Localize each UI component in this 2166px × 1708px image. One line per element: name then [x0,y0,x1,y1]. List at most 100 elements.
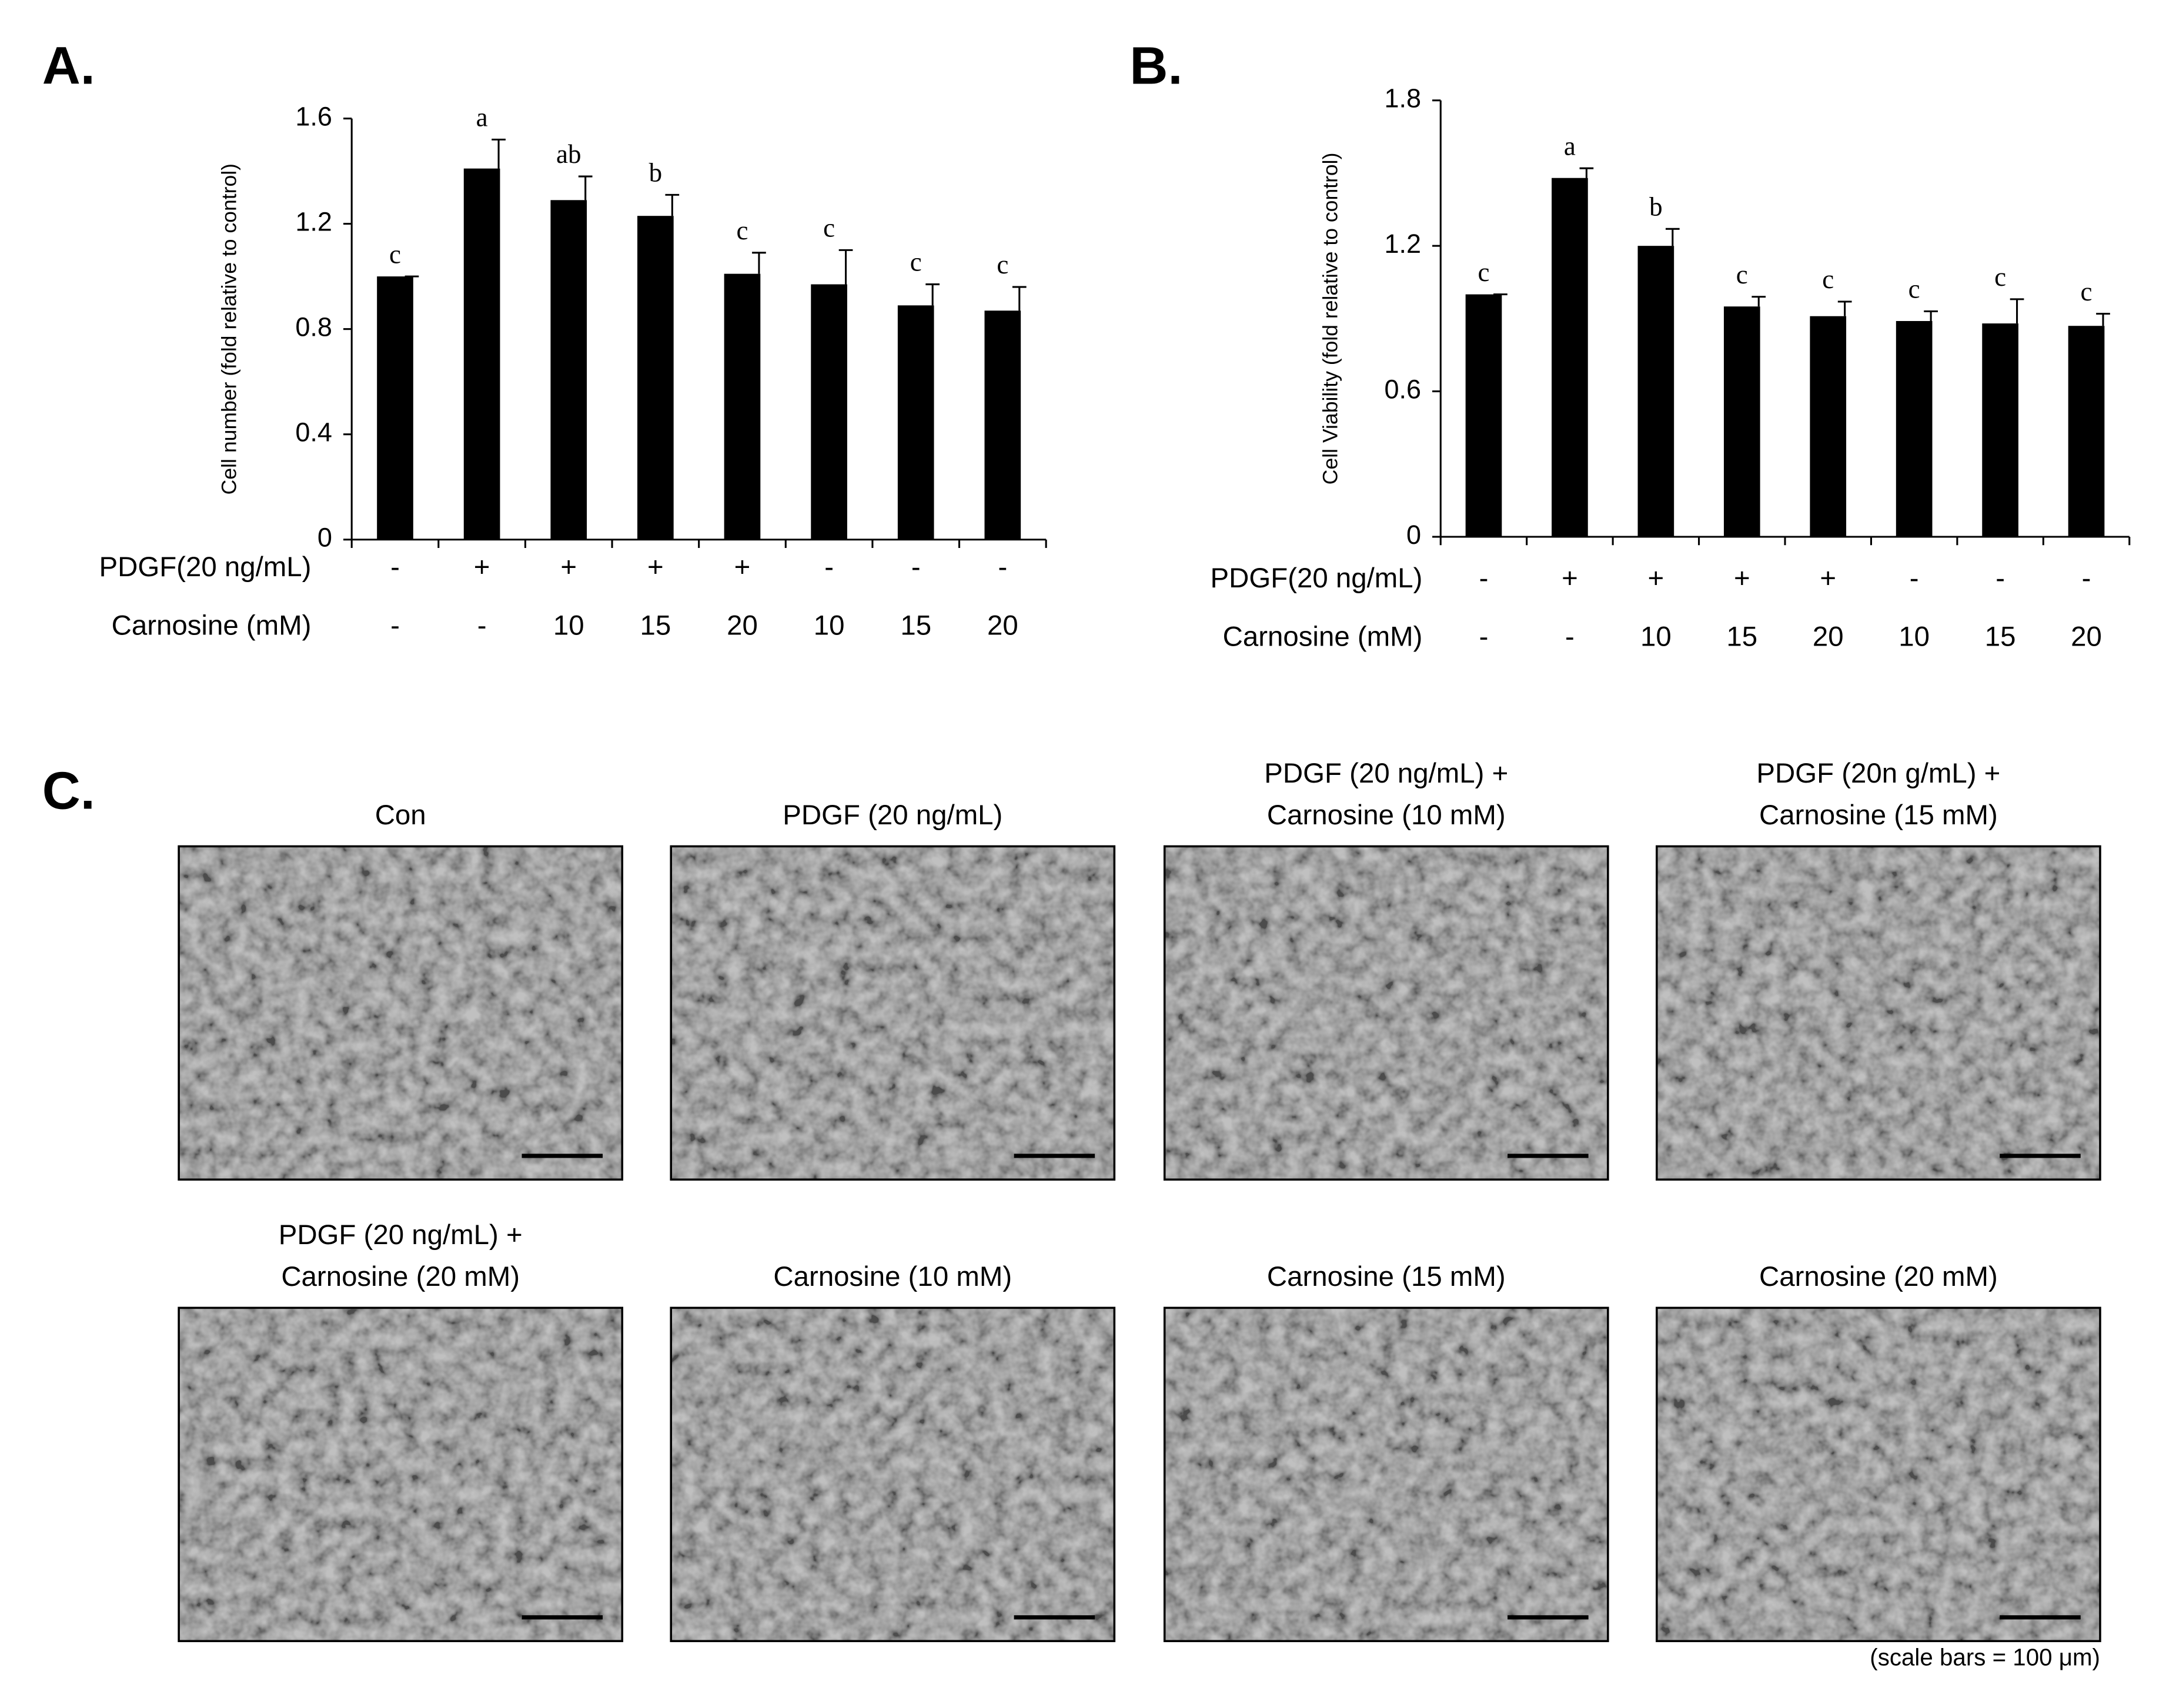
significance-letter: c [910,248,922,277]
bar [1552,178,1588,537]
micrograph-frame [670,1306,1116,1642]
row-value: - [911,551,921,583]
significance-letter: c [1478,258,1489,287]
row-value: + [560,551,577,583]
y-tick-label: 0.4 [295,417,332,447]
image-title: Carnosine (15 mM) [1267,1261,1506,1292]
panel-label: A. [42,36,95,95]
micrograph-texture [179,1308,623,1642]
image-title: Carnosine (10 mM) [773,1261,1012,1292]
micrograph-texture [179,846,623,1180]
row-value: + [474,551,490,583]
row-value: 10 [1640,621,1672,653]
row-value: 10 [814,610,845,641]
row-value: 20 [987,610,1018,641]
bar [1810,316,1847,537]
significance-letter: b [649,158,663,188]
bar [1896,320,1933,537]
bar [984,310,1021,540]
bar [1637,246,1674,537]
y-tick-label: 0 [317,523,332,553]
scale-note: (scale bars = 100 μm) [1870,1645,2100,1671]
row-value: - [2082,563,2091,594]
row-value: - [1479,563,1489,594]
row-value: 15 [640,610,671,641]
row-value: - [1995,563,2005,594]
significance-letter: ab [556,139,581,169]
significance-letter: c [1822,265,1834,294]
significance-letter: c [2081,277,2093,306]
significance-letter: c [1736,260,1748,289]
significance-letter: b [1649,192,1663,221]
panel-label: B. [1129,36,1182,95]
row-value: 10 [553,610,584,641]
row-value: - [824,551,834,583]
row-value: + [1562,563,1578,594]
significance-letter: c [389,239,401,269]
row-value: 20 [1813,621,1844,653]
row-value: + [734,551,751,583]
significance-letter: c [823,213,835,243]
micrograph-texture [1656,1308,2100,1642]
row-value: + [1648,563,1664,594]
row-value: 20 [727,610,758,641]
bar [637,216,674,540]
micrograph-frame [178,845,624,1181]
row-value: - [998,551,1007,583]
bar [377,276,413,540]
row-value: - [1910,563,1919,594]
row-label: Carnosine (mM) [1223,621,1423,653]
row-value: - [390,551,400,583]
row-label: PDGF(20 ng/mL) [99,551,311,583]
bar [1465,294,1502,537]
row-label: PDGF(20 ng/mL) [1211,563,1423,594]
micrograph-frame [1656,1306,2101,1642]
row-value: + [1734,563,1750,594]
row-value: + [1820,563,1836,594]
image-title: Carnosine (20 mM) [1759,1261,1998,1292]
micrograph-frame [178,1306,624,1642]
y-tick-label: 0.6 [1384,374,1421,404]
micrograph-texture [1164,846,1608,1180]
image-title: Con [375,800,426,831]
y-axis-label: Cell number (fold relative to control) [217,163,240,494]
micrograph-frame [670,845,1116,1181]
y-axis-label: Cell Viability (fold relative to control… [1319,153,1342,485]
image-title: PDGF (20 ng/mL) [783,800,1002,831]
row-value: 10 [1898,621,1930,653]
micrograph-texture [671,1308,1115,1642]
row-value: - [1565,621,1575,653]
row-value: 20 [2071,621,2102,653]
y-tick-label: 0.8 [295,312,332,342]
row-value: 15 [900,610,931,641]
row-value: - [390,610,400,641]
significance-letter: c [1908,275,1920,304]
bar [463,168,500,540]
y-tick-label: 1.2 [1384,229,1421,259]
bar [811,284,847,540]
image-title: PDGF (20 ng/mL) + [1264,758,1508,789]
significance-letter: a [1564,131,1576,161]
micrograph-texture [671,846,1115,1180]
bar [1723,306,1760,537]
image-title: PDGF (20n g/mL) + [1756,758,2000,789]
bar [897,305,934,540]
row-value: + [647,551,664,583]
significance-letter: c [1994,262,2006,292]
bar [1982,323,2018,537]
bar [550,200,587,540]
micrograph-texture [1164,1308,1608,1642]
y-tick-label: 1.2 [295,207,332,237]
row-value: 15 [1985,621,2016,653]
y-tick-label: 1.6 [295,101,332,131]
image-title: PDGF (20 ng/mL) + [279,1219,523,1251]
image-title: Carnosine (20 mM) [281,1261,520,1292]
significance-letter: a [476,103,488,132]
significance-letter: c [997,250,1008,279]
image-title: Carnosine (15 mM) [1759,800,1998,831]
micrograph-texture [1656,846,2100,1180]
row-label: Carnosine (mM) [112,610,312,641]
micrograph-frame [1656,845,2101,1181]
y-tick-label: 1.8 [1384,83,1421,113]
